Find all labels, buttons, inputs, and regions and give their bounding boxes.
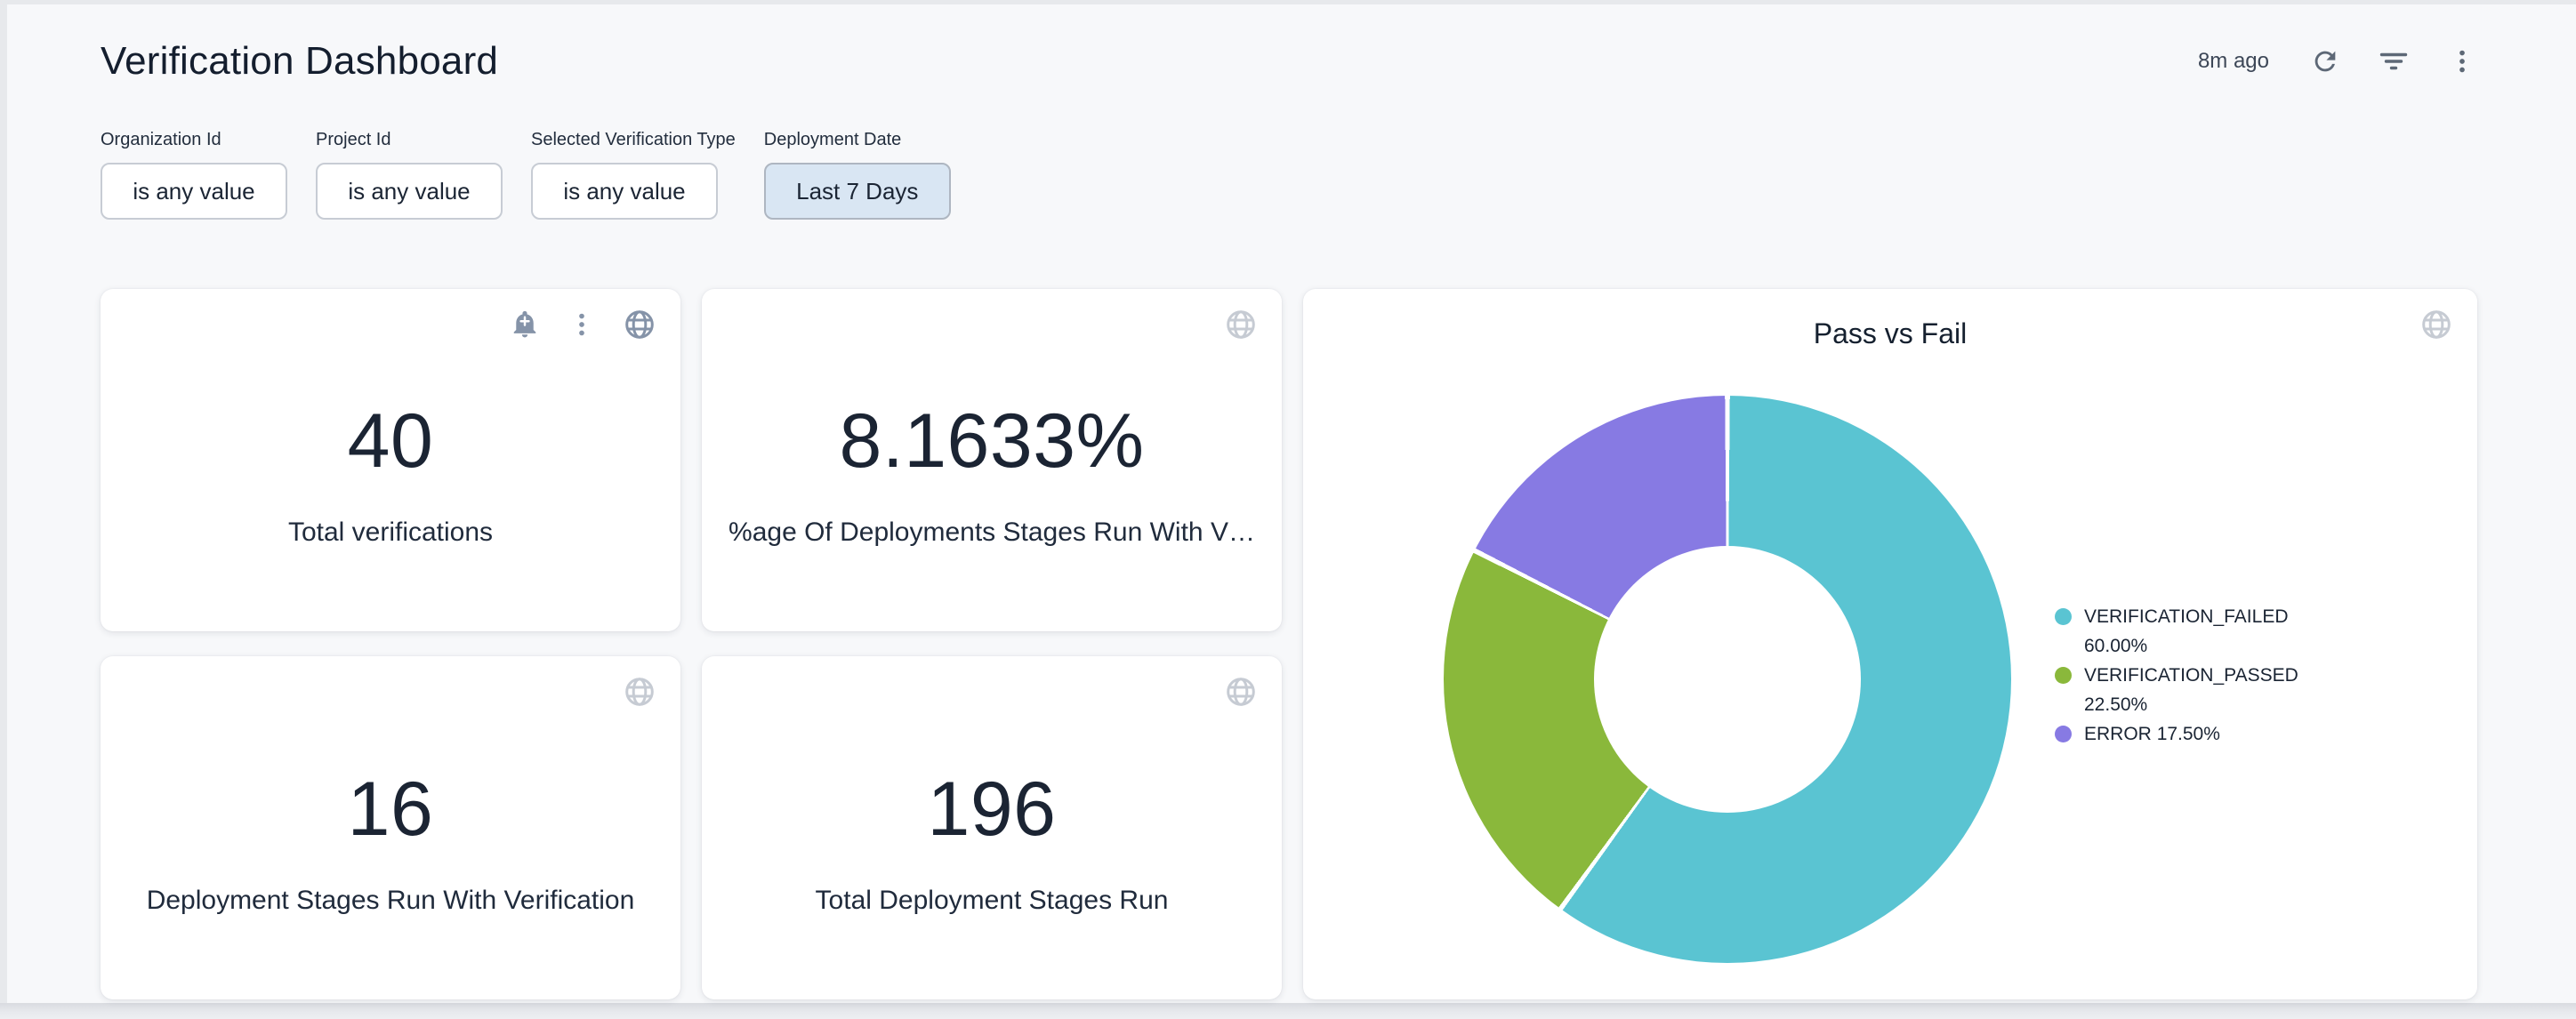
explore-globe-button[interactable] — [1225, 309, 1257, 341]
metric-label: Total Deployment Stages Run — [816, 886, 1169, 916]
explore-globe-button[interactable] — [624, 309, 656, 341]
filter-group-verification-type: Selected Verification Type is any value — [531, 130, 736, 220]
metric-value: 40 — [348, 397, 434, 485]
card-stages-run-with-verification: 16 Deployment Stages Run With Verificati… — [101, 656, 680, 999]
header-actions: 8m ago — [2198, 45, 2477, 77]
chart-title: Pass vs Fail — [1303, 317, 2477, 350]
page-top-edge — [0, 0, 2576, 4]
metric-value: 196 — [928, 766, 1057, 854]
metric-value: 8.1633% — [839, 397, 1144, 485]
filter-value-button-deployment-date[interactable]: Last 7 Days — [764, 163, 951, 220]
globe-icon — [1225, 676, 1257, 708]
metric-label: Total verifications — [288, 518, 493, 548]
filter-group-project-id: Project Id is any value — [316, 130, 503, 220]
bell-plus-icon — [510, 309, 540, 340]
kebab-menu-icon — [567, 309, 597, 340]
legend-dot — [2055, 608, 2072, 625]
filter-group-organization-id: Organization Id is any value — [101, 130, 287, 220]
globe-icon — [1225, 309, 1257, 341]
card-total-deployment-stages-run: 196 Total Deployment Stages Run — [702, 656, 1282, 999]
globe-icon — [624, 309, 656, 341]
verification-dashboard-page: { "header": { "title": "Verification Das… — [0, 0, 2576, 1019]
chart-card-pass-vs-fail: Pass vs Fail VERIFICATION_FAILED 60.00% … — [1303, 289, 2477, 999]
filter-group-deployment-date: Deployment Date Last 7 Days — [764, 130, 951, 220]
legend-label: ERROR 17.50% — [2084, 719, 2220, 749]
tile-more-button[interactable] — [567, 309, 597, 340]
legend-label: VERIFICATION_FAILED 60.00% — [2084, 602, 2333, 661]
globe-icon — [624, 676, 656, 708]
dashboard-grid: 40 Total verifications 8.1633% %age Of D… — [101, 289, 2477, 999]
legend-dot — [2055, 726, 2072, 742]
legend-item-verification-failed[interactable]: VERIFICATION_FAILED 60.00% — [2055, 602, 2333, 661]
legend-dot — [2055, 667, 2072, 684]
filter-value-button-verification-type[interactable]: is any value — [531, 163, 718, 220]
card-percentage-stages-with-verification: 8.1633% %age Of Deployments Stages Run W… — [702, 289, 1282, 631]
explore-globe-button[interactable] — [1225, 676, 1257, 708]
refresh-icon — [2310, 46, 2340, 76]
legend-label: VERIFICATION_PASSED 22.50% — [2084, 661, 2333, 719]
explore-globe-button[interactable] — [2420, 309, 2452, 341]
filter-value-button-organization-id[interactable]: is any value — [101, 163, 287, 220]
filters-toggle-button[interactable] — [2378, 45, 2410, 77]
last-refresh-time: 8m ago — [2198, 49, 2269, 74]
kebab-menu-icon — [2447, 46, 2477, 76]
globe-icon — [2420, 309, 2452, 341]
filters-bar: Organization Id is any value Project Id … — [101, 130, 951, 220]
page-title: Verification Dashboard — [101, 39, 498, 84]
donut-chart[interactable] — [1444, 396, 2011, 963]
filter-label: Project Id — [316, 130, 503, 150]
legend-item-error[interactable]: ERROR 17.50% — [2055, 719, 2333, 749]
page-left-edge — [0, 0, 7, 1019]
dashboard-header: Verification Dashboard 8m ago — [101, 39, 2477, 84]
metric-value: 16 — [348, 766, 434, 854]
filter-label: Organization Id — [101, 130, 287, 150]
explore-globe-button[interactable] — [624, 676, 656, 708]
chart-legend: VERIFICATION_FAILED 60.00% VERIFICATION_… — [2055, 602, 2333, 749]
metric-label: %age Of Deployments Stages Run With V… — [729, 518, 1255, 548]
legend-item-verification-passed[interactable]: VERIFICATION_PASSED 22.50% — [2055, 661, 2333, 719]
filter-value-button-project-id[interactable]: is any value — [316, 163, 503, 220]
dashboard-more-button[interactable] — [2447, 46, 2477, 76]
filter-list-icon — [2378, 45, 2410, 77]
alert-bell-button[interactable] — [510, 309, 540, 340]
refresh-button[interactable] — [2310, 46, 2340, 76]
filter-label: Selected Verification Type — [531, 130, 736, 150]
filter-label: Deployment Date — [764, 130, 951, 150]
metric-label: Deployment Stages Run With Verification — [147, 886, 635, 916]
card-total-verifications: 40 Total verifications — [101, 289, 680, 631]
page-bottom-edge — [0, 1003, 2576, 1019]
